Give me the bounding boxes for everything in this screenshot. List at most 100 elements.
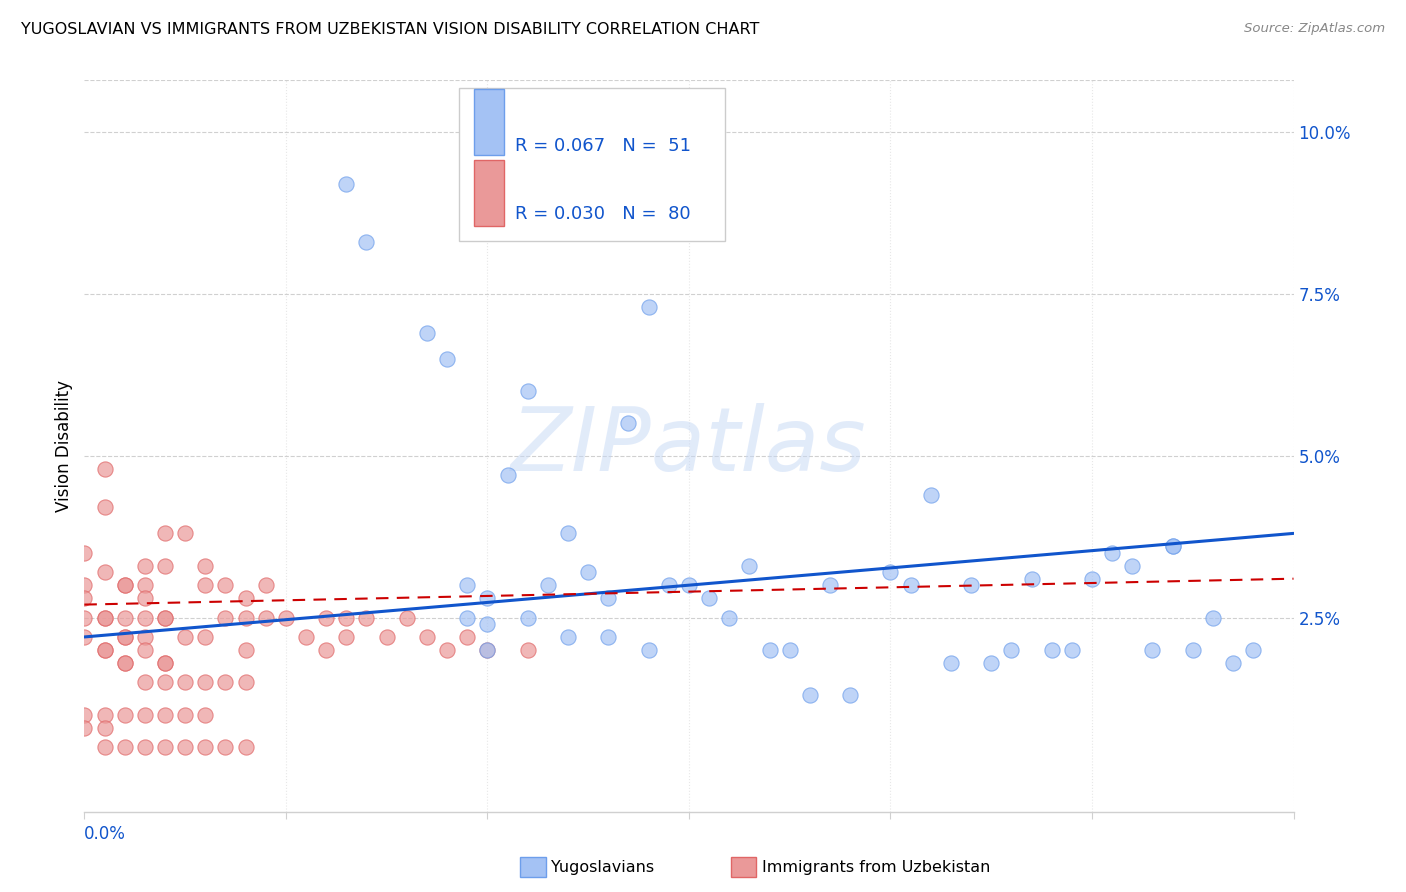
- Text: ZIPatlas: ZIPatlas: [512, 403, 866, 489]
- Point: [516, 384, 538, 398]
- Point: [235, 591, 257, 606]
- Point: [214, 578, 236, 592]
- Y-axis label: Vision Disability: Vision Disability: [55, 380, 73, 512]
- Point: [73, 630, 96, 644]
- Point: [1081, 572, 1104, 586]
- Point: [235, 675, 257, 690]
- Point: [114, 739, 136, 754]
- Point: [174, 739, 197, 754]
- Point: [1202, 610, 1225, 624]
- Point: [395, 610, 418, 624]
- Point: [73, 546, 96, 560]
- Point: [1161, 539, 1184, 553]
- Point: [516, 643, 538, 657]
- Point: [1021, 572, 1043, 586]
- Point: [254, 578, 277, 592]
- Point: [114, 610, 136, 624]
- Point: [315, 643, 337, 657]
- Point: [557, 630, 579, 644]
- Point: [134, 558, 156, 573]
- Point: [1000, 643, 1022, 657]
- Point: [114, 630, 136, 644]
- Point: [134, 675, 156, 690]
- Point: [153, 558, 176, 573]
- Point: [174, 526, 197, 541]
- Point: [818, 578, 841, 592]
- Point: [194, 675, 217, 690]
- Point: [576, 566, 599, 580]
- Point: [114, 578, 136, 592]
- Point: [617, 417, 640, 431]
- Point: [114, 707, 136, 722]
- Point: [174, 707, 197, 722]
- Point: [274, 610, 297, 624]
- Point: [335, 177, 357, 191]
- Point: [153, 656, 176, 670]
- Point: [153, 610, 176, 624]
- Point: [235, 610, 257, 624]
- Point: [496, 468, 519, 483]
- Text: YUGOSLAVIAN VS IMMIGRANTS FROM UZBEKISTAN VISION DISABILITY CORRELATION CHART: YUGOSLAVIAN VS IMMIGRANTS FROM UZBEKISTA…: [21, 22, 759, 37]
- Point: [697, 591, 720, 606]
- Text: Immigrants from Uzbekistan: Immigrants from Uzbekistan: [762, 860, 990, 874]
- Point: [153, 526, 176, 541]
- Point: [335, 610, 357, 624]
- Point: [93, 461, 115, 475]
- Point: [73, 707, 96, 722]
- Point: [194, 707, 217, 722]
- Point: [900, 578, 922, 592]
- Point: [73, 610, 96, 624]
- Point: [1060, 643, 1083, 657]
- Point: [839, 688, 862, 702]
- Point: [134, 591, 156, 606]
- Point: [456, 578, 478, 592]
- Point: [718, 610, 741, 624]
- Point: [194, 739, 217, 754]
- Point: [456, 610, 478, 624]
- Point: [658, 578, 681, 592]
- Point: [375, 630, 398, 644]
- Point: [93, 721, 115, 735]
- Point: [416, 630, 439, 644]
- Point: [214, 739, 236, 754]
- Point: [516, 610, 538, 624]
- Point: [93, 500, 115, 515]
- Point: [1142, 643, 1164, 657]
- Point: [799, 688, 821, 702]
- Point: [637, 643, 659, 657]
- Point: [93, 566, 115, 580]
- Point: [93, 643, 115, 657]
- Point: [598, 591, 620, 606]
- Point: [436, 351, 458, 366]
- Point: [335, 630, 357, 644]
- Point: [93, 643, 115, 657]
- Point: [1222, 656, 1244, 670]
- Point: [93, 610, 115, 624]
- Point: [1241, 643, 1264, 657]
- Point: [93, 707, 115, 722]
- Point: [153, 610, 176, 624]
- Point: [960, 578, 983, 592]
- Point: [194, 630, 217, 644]
- Point: [1161, 539, 1184, 553]
- Text: R = 0.030   N =  80: R = 0.030 N = 80: [515, 204, 690, 222]
- Point: [598, 630, 620, 644]
- Point: [1181, 643, 1204, 657]
- Point: [174, 675, 197, 690]
- Point: [537, 578, 560, 592]
- Point: [738, 558, 761, 573]
- Point: [153, 707, 176, 722]
- Text: 0.0%: 0.0%: [84, 825, 127, 843]
- Point: [235, 739, 257, 754]
- Point: [477, 591, 499, 606]
- Point: [416, 326, 439, 340]
- Point: [456, 630, 478, 644]
- Point: [356, 610, 378, 624]
- Point: [114, 656, 136, 670]
- Point: [295, 630, 318, 644]
- Point: [637, 300, 659, 314]
- Text: R = 0.067   N =  51: R = 0.067 N = 51: [515, 137, 692, 155]
- Point: [356, 235, 378, 249]
- Point: [920, 487, 942, 501]
- Point: [73, 591, 96, 606]
